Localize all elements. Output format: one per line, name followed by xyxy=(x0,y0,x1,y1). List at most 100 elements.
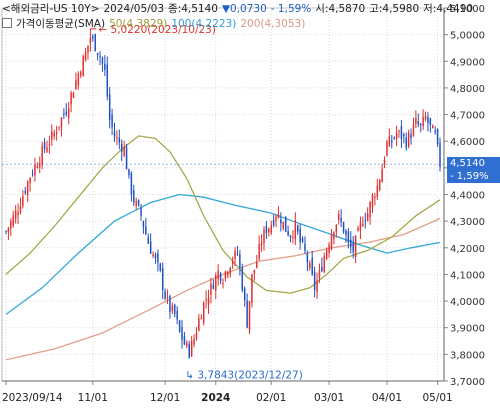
candle-body xyxy=(43,142,46,149)
candle-body xyxy=(391,140,393,143)
candle-body xyxy=(89,37,92,44)
x-tick-label: 12/01 xyxy=(150,392,180,404)
sma100-line xyxy=(5,193,441,315)
y-axis: 5,10005,00004,90004,80004,70004,60004,50… xyxy=(443,4,485,388)
candle-body xyxy=(398,130,400,132)
candle-body xyxy=(217,270,219,280)
candle-body xyxy=(364,220,367,222)
candle-body xyxy=(137,200,140,206)
candle-body xyxy=(330,235,333,249)
candle-body xyxy=(260,242,263,246)
candle-body xyxy=(304,243,306,251)
candle-body xyxy=(268,228,270,233)
candle-body xyxy=(395,133,398,140)
candle-body xyxy=(381,169,383,183)
candle-body xyxy=(77,73,80,86)
sma-toggle-checkbox[interactable] xyxy=(2,18,12,28)
candle-body xyxy=(246,300,248,328)
candle-body xyxy=(318,269,321,278)
candle-body xyxy=(282,221,285,229)
candle-body xyxy=(436,129,439,145)
high-value: 고:4,5980 xyxy=(369,3,420,15)
candle-body xyxy=(41,145,43,165)
candle-body xyxy=(84,51,87,61)
candle-body xyxy=(190,340,193,357)
candle-body xyxy=(378,179,381,190)
candle-body xyxy=(29,177,31,184)
high-annotation: ← 5,0220(2023/10/23) xyxy=(98,24,216,36)
candle-body xyxy=(309,263,311,268)
candle-body xyxy=(311,257,313,275)
x-tick-label: 03/01 xyxy=(314,392,344,404)
candle-body xyxy=(60,117,63,128)
candle-body xyxy=(284,216,287,232)
candle-body xyxy=(133,190,135,203)
candle-body xyxy=(14,210,17,219)
candle-body xyxy=(383,159,386,165)
sma-legend-title: 가격이동평균(SMA) xyxy=(16,18,106,30)
candle-body xyxy=(79,72,82,76)
y-tick-label: 4,1000 xyxy=(450,270,485,281)
x-tick-label: 11/01 xyxy=(78,392,108,404)
candle-body xyxy=(429,118,432,125)
candle-body xyxy=(287,231,289,236)
candle-body xyxy=(277,214,280,218)
candle-body xyxy=(350,239,352,247)
candle-body xyxy=(299,228,301,243)
candle-body xyxy=(205,299,207,301)
candle-body xyxy=(104,63,106,70)
last-price-tag: 4,5140 - 1,59% xyxy=(447,157,500,184)
chart-header: <해외금리-US 10Y> 2024/05/03 종:4,5140 ▼0,0730- … xyxy=(2,1,477,16)
candle-body xyxy=(386,141,388,156)
candle-body xyxy=(359,222,362,231)
candle-body xyxy=(424,115,427,120)
candle-body xyxy=(48,143,51,145)
candle-body xyxy=(231,260,234,265)
candle-body xyxy=(227,272,229,276)
candle-body xyxy=(316,280,318,292)
instrument-title: <해외금리-US 10Y> xyxy=(2,3,100,15)
candle-body xyxy=(289,235,292,238)
candle-body xyxy=(388,136,391,147)
candle-body xyxy=(335,224,338,233)
candle-body xyxy=(130,173,133,195)
candle-body xyxy=(301,238,304,242)
candle-body xyxy=(186,342,188,347)
candle-body xyxy=(369,202,371,218)
y-tick-label: 4,2000 xyxy=(450,244,485,255)
candle-body xyxy=(439,142,441,167)
y-tick-label: 5,1000 xyxy=(450,4,485,15)
header-date: 2024/05/03 xyxy=(103,3,165,15)
candle-body xyxy=(412,124,415,136)
candle-body xyxy=(92,36,94,39)
candle-body xyxy=(26,181,29,195)
candle-body xyxy=(202,302,205,323)
sma50-line xyxy=(5,135,441,294)
candle-body xyxy=(164,291,166,299)
candle-body xyxy=(51,131,53,140)
candle-body xyxy=(24,190,27,194)
candle-body xyxy=(10,221,12,229)
sma50-legend: 50(4,3829) xyxy=(109,18,168,30)
candle-body xyxy=(116,137,118,139)
candle-body xyxy=(99,56,101,58)
candle-body xyxy=(7,227,10,232)
candle-body xyxy=(171,305,174,311)
candle-body xyxy=(241,267,244,291)
candle-body xyxy=(82,56,84,77)
candle-body xyxy=(65,111,68,115)
candle-body xyxy=(243,288,246,301)
candle-body xyxy=(342,222,345,233)
candle-body xyxy=(96,53,99,55)
candle-body xyxy=(354,236,357,258)
x-tick-label: 2024 xyxy=(201,392,230,404)
candle-body xyxy=(145,226,147,235)
low-value: 저:4,4490 xyxy=(423,3,474,15)
candle-body xyxy=(128,169,130,176)
candle-body xyxy=(118,137,121,143)
candle-body xyxy=(415,117,417,125)
x-tick-label: 2023/09/14 xyxy=(2,392,63,404)
candle-body xyxy=(432,125,434,129)
candle-body xyxy=(106,64,109,97)
candle-body xyxy=(280,219,282,224)
